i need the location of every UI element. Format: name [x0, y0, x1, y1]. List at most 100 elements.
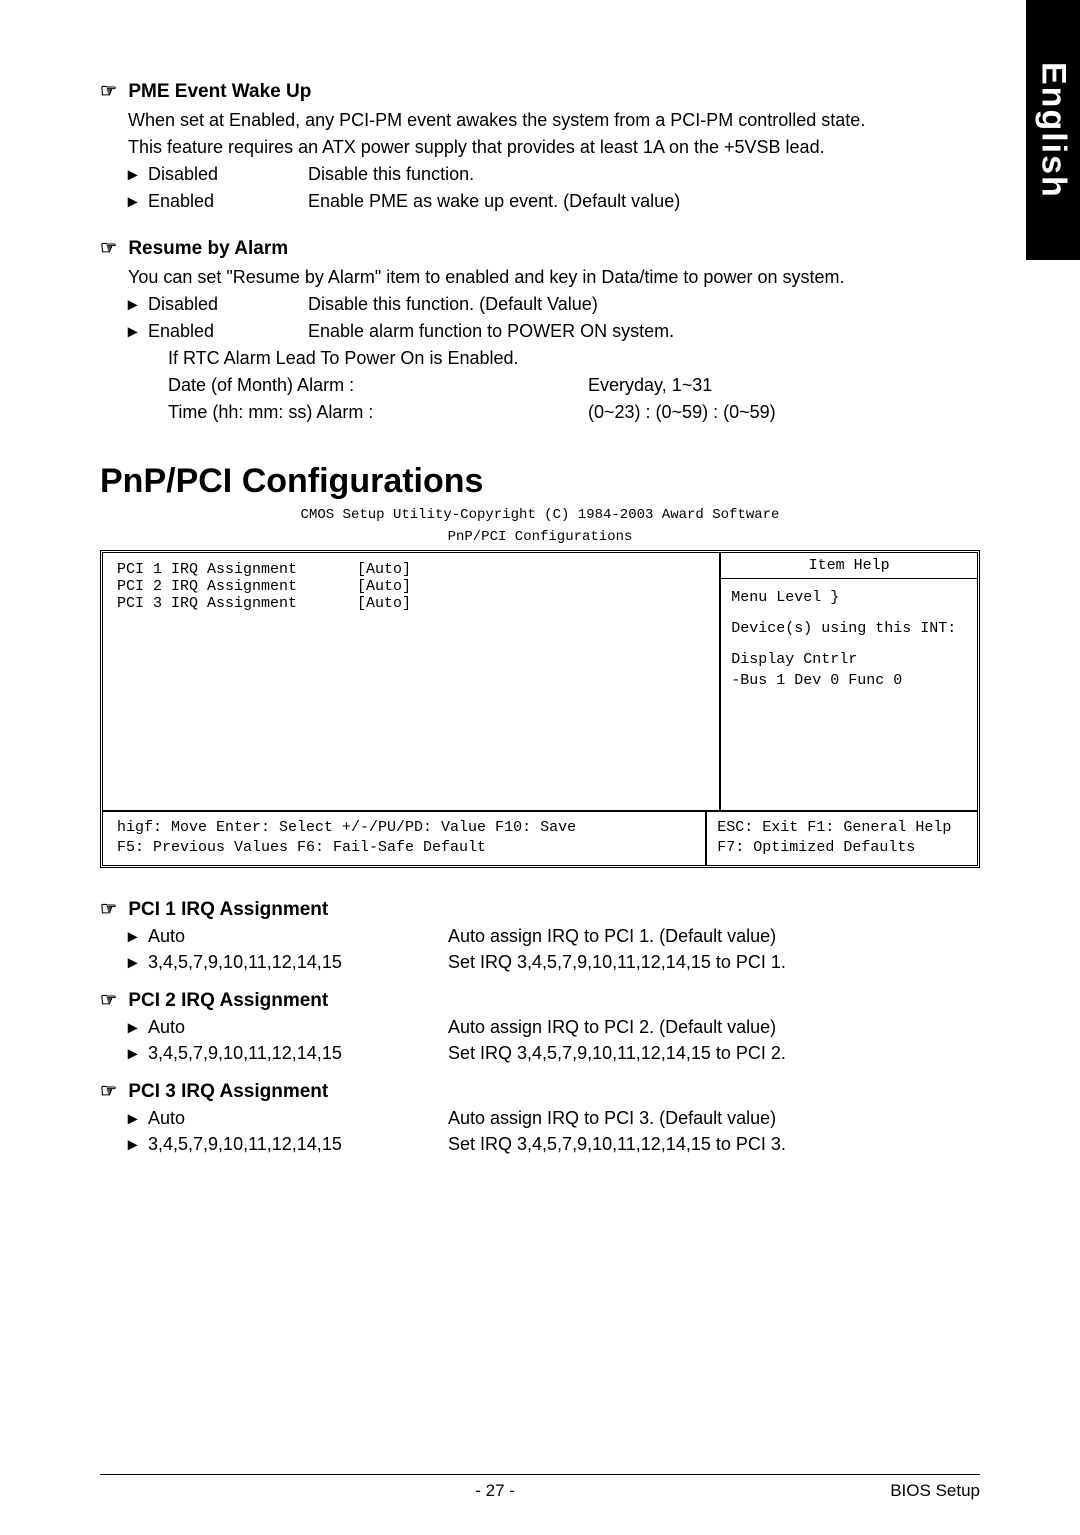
section-pme: ☞ PME Event Wake Up When set at Enabled,… — [100, 80, 980, 215]
page-title: PnP/PCI Configurations — [100, 462, 980, 501]
bios-bottom: higf: Move Enter: Select +/-/PU/PD: Valu… — [103, 812, 977, 865]
pci3-title: PCI 3 IRQ Assignment — [128, 1081, 328, 1102]
arrow-icon: ▸ — [128, 1131, 148, 1157]
help-line: Menu Level } — [731, 587, 967, 608]
page-content: ☞ PME Event Wake Up When set at Enabled,… — [0, 0, 1080, 1211]
opt-val: Enable alarm function to POWER ON system… — [308, 318, 980, 345]
opt-val: Enable PME as wake up event. (Default va… — [308, 188, 980, 215]
section-heading: ☞ PCI 2 IRQ Assignment — [100, 989, 980, 1012]
opt-key: Enabled — [148, 318, 308, 345]
pci1-title: PCI 1 IRQ Assignment — [128, 899, 328, 920]
arrow-icon: ▸ — [128, 923, 148, 949]
pci-option: ▸ 3,4,5,7,9,10,11,12,14,15 Set IRQ 3,4,5… — [100, 949, 980, 975]
arrow-icon: ▸ — [128, 161, 148, 188]
help-line: Display Cntrlr — [731, 649, 967, 670]
pme-option-disabled: ▸ Disabled Disable this function. — [100, 161, 980, 188]
opt-key: Auto — [148, 923, 448, 949]
opt-val: Set IRQ 3,4,5,7,9,10,11,12,14,15 to PCI … — [448, 949, 980, 975]
page-footer: - 27 - BIOS Setup — [100, 1474, 980, 1501]
section-heading: ☞ Resume by Alarm — [100, 237, 980, 260]
opt-val: Set IRQ 3,4,5,7,9,10,11,12,14,15 to PCI … — [448, 1131, 980, 1157]
bios-key: PCI 2 IRQ Assignment — [117, 578, 357, 595]
section-pci3: ☞ PCI 3 IRQ Assignment ▸ Auto Auto assig… — [100, 1080, 980, 1157]
opt-val: Set IRQ 3,4,5,7,9,10,11,12,14,15 to PCI … — [448, 1040, 980, 1066]
hand-icon: ☞ — [100, 989, 117, 1012]
bios-row: PCI 3 IRQ Assignment [Auto] — [117, 595, 705, 612]
arrow-icon: ▸ — [128, 949, 148, 975]
bios-val: [Auto] — [357, 561, 411, 578]
bios-row: PCI 2 IRQ Assignment [Auto] — [117, 578, 705, 595]
opt-val: Disable this function. (Default Value) — [308, 291, 980, 318]
keys-line: F7: Optimized Defaults — [717, 838, 967, 858]
opt-key: Disabled — [148, 161, 308, 188]
row-key: Time (hh: mm: ss) Alarm : — [168, 399, 588, 426]
opt-val: Disable this function. — [308, 161, 980, 188]
bios-help-body: Menu Level } Device(s) using this INT: D… — [721, 579, 977, 699]
arrow-icon: ▸ — [128, 1105, 148, 1131]
opt-key: Disabled — [148, 291, 308, 318]
bios-keys-right: ESC: Exit F1: General Help F7: Optimized… — [705, 812, 977, 865]
pci-option: ▸ 3,4,5,7,9,10,11,12,14,15 Set IRQ 3,4,5… — [100, 1040, 980, 1066]
bios-box: PCI 1 IRQ Assignment [Auto] PCI 2 IRQ As… — [100, 550, 980, 868]
arrow-icon: ▸ — [128, 188, 148, 215]
section-heading: ☞ PCI 1 IRQ Assignment — [100, 898, 980, 921]
row-val: (0~23) : (0~59) : (0~59) — [588, 399, 776, 426]
opt-val: Auto assign IRQ to PCI 2. (Default value… — [448, 1014, 980, 1040]
language-tab-label: English — [1034, 62, 1073, 199]
bios-val: [Auto] — [357, 578, 411, 595]
opt-key: 3,4,5,7,9,10,11,12,14,15 — [148, 1131, 448, 1157]
section-pci1: ☞ PCI 1 IRQ Assignment ▸ Auto Auto assig… — [100, 898, 980, 975]
resume-option-disabled: ▸ Disabled Disable this function. (Defau… — [100, 291, 980, 318]
keys-line: F5: Previous Values F6: Fail-Safe Defaul… — [117, 838, 691, 858]
opt-key: Auto — [148, 1105, 448, 1131]
resume-date-row: Date (of Month) Alarm : Everyday, 1~31 — [100, 372, 980, 399]
hand-icon: ☞ — [100, 237, 117, 260]
bios-caption2: PnP/PCI Configurations — [100, 529, 980, 547]
section-heading: ☞ PCI 3 IRQ Assignment — [100, 1080, 980, 1103]
pme-option-enabled: ▸ Enabled Enable PME as wake up event. (… — [100, 188, 980, 215]
bios-key: PCI 1 IRQ Assignment — [117, 561, 357, 578]
gap — [731, 608, 967, 618]
section-heading: ☞ PME Event Wake Up — [100, 80, 980, 103]
resume-desc: You can set "Resume by Alarm" item to en… — [100, 264, 980, 291]
resume-time-row: Time (hh: mm: ss) Alarm : (0~23) : (0~59… — [100, 399, 980, 426]
bios-left-pane: PCI 1 IRQ Assignment [Auto] PCI 2 IRQ As… — [103, 553, 719, 810]
bios-spacer — [117, 612, 705, 802]
arrow-icon: ▸ — [128, 1040, 148, 1066]
pme-desc2: This feature requires an ATX power suppl… — [100, 134, 980, 161]
resume-title: Resume by Alarm — [128, 238, 288, 259]
pme-desc1: When set at Enabled, any PCI-PM event aw… — [100, 107, 980, 134]
help-line: -Bus 1 Dev 0 Func 0 — [731, 670, 967, 691]
bios-row: PCI 1 IRQ Assignment [Auto] — [117, 561, 705, 578]
arrow-icon: ▸ — [128, 318, 148, 345]
opt-key: 3,4,5,7,9,10,11,12,14,15 — [148, 949, 448, 975]
pci2-title: PCI 2 IRQ Assignment — [128, 990, 328, 1011]
resume-ifline: If RTC Alarm Lead To Power On is Enabled… — [100, 345, 980, 372]
page-number: - 27 - — [475, 1481, 515, 1501]
hand-icon: ☞ — [100, 898, 117, 921]
bios-key: PCI 3 IRQ Assignment — [117, 595, 357, 612]
keys-line: ESC: Exit F1: General Help — [717, 818, 967, 838]
pci-option: ▸ Auto Auto assign IRQ to PCI 1. (Defaul… — [100, 923, 980, 949]
bios-caption1: CMOS Setup Utility-Copyright (C) 1984-20… — [100, 507, 980, 525]
gap — [731, 639, 967, 649]
bios-val: [Auto] — [357, 595, 411, 612]
footer-section: BIOS Setup — [890, 1481, 980, 1501]
bios-item-help: Item Help — [721, 553, 977, 579]
opt-val: Auto assign IRQ to PCI 3. (Default value… — [448, 1105, 980, 1131]
keys-line: higf: Move Enter: Select +/-/PU/PD: Valu… — [117, 818, 691, 838]
help-line: Device(s) using this INT: — [731, 618, 967, 639]
bios-keys-left: higf: Move Enter: Select +/-/PU/PD: Valu… — [103, 812, 705, 865]
bios-right-pane: Item Help Menu Level } Device(s) using t… — [719, 553, 977, 810]
hand-icon: ☞ — [100, 1080, 117, 1103]
opt-val: Auto assign IRQ to PCI 1. (Default value… — [448, 923, 980, 949]
pci-option: ▸ Auto Auto assign IRQ to PCI 3. (Defaul… — [100, 1105, 980, 1131]
pci-option: ▸ Auto Auto assign IRQ to PCI 2. (Defaul… — [100, 1014, 980, 1040]
language-tab: English — [1026, 0, 1080, 260]
pci-option: ▸ 3,4,5,7,9,10,11,12,14,15 Set IRQ 3,4,5… — [100, 1131, 980, 1157]
opt-key: Enabled — [148, 188, 308, 215]
resume-option-enabled: ▸ Enabled Enable alarm function to POWER… — [100, 318, 980, 345]
hand-icon: ☞ — [100, 80, 117, 103]
bios-top: PCI 1 IRQ Assignment [Auto] PCI 2 IRQ As… — [103, 553, 977, 812]
opt-key: 3,4,5,7,9,10,11,12,14,15 — [148, 1040, 448, 1066]
